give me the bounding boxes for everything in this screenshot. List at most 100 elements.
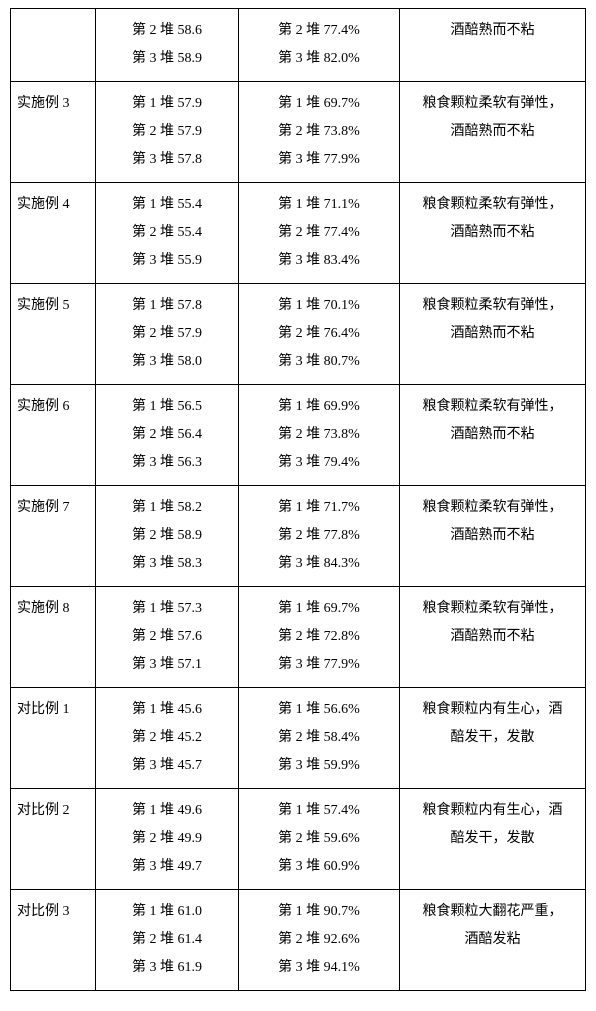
- col-desc: 粮食颗粒柔软有弹性，酒醅熟而不粘: [400, 486, 586, 587]
- col-desc: 粮食颗粒大翻花严重，酒醅发粘: [400, 890, 586, 991]
- cell-line: 第 3 堆 79.4%: [245, 449, 393, 477]
- col-values: 第 1 堆 49.6第 2 堆 49.9第 3 堆 49.7: [96, 789, 239, 890]
- cell-line: 第 3 堆 58.3: [102, 550, 232, 578]
- cell-line: 酒醅熟而不粘: [406, 623, 579, 651]
- cell-line: 粮食颗粒柔软有弹性，: [406, 191, 579, 219]
- col-desc: 酒醅熟而不粘: [400, 9, 586, 82]
- cell-line: 第 3 堆 77.9%: [245, 651, 393, 679]
- cell-line: 第 2 堆 76.4%: [245, 320, 393, 348]
- col-desc: 粮食颗粒柔软有弹性，酒醅熟而不粘: [400, 385, 586, 486]
- cell-line: 第 2 堆 58.4%: [245, 724, 393, 752]
- cell-line: 第 1 堆 57.4%: [245, 797, 393, 825]
- col-percent: 第 1 堆 71.1%第 2 堆 77.4%第 3 堆 83.4%: [239, 183, 400, 284]
- cell-line: 第 3 堆 59.9%: [245, 752, 393, 780]
- cell-line: 第 1 堆 45.6: [102, 696, 232, 724]
- cell-line: 第 2 堆 58.6: [102, 17, 232, 45]
- cell-line: 第 2 堆 55.4: [102, 219, 232, 247]
- cell-line: 第 3 堆 94.1%: [245, 954, 393, 982]
- cell-line: 第 2 堆 58.9: [102, 522, 232, 550]
- col-values: 第 2 堆 58.6第 3 堆 58.9: [96, 9, 239, 82]
- cell-line: 第 3 堆 55.9: [102, 247, 232, 275]
- cell-line: 第 1 堆 70.1%: [245, 292, 393, 320]
- row-label: 实施例 5: [11, 284, 96, 385]
- col-values: 第 1 堆 45.6第 2 堆 45.2第 3 堆 45.7: [96, 688, 239, 789]
- cell-line: 第 3 堆 60.9%: [245, 853, 393, 881]
- cell-line: 第 1 堆 90.7%: [245, 898, 393, 926]
- cell-line: 醅发干，发散: [406, 825, 579, 853]
- row-label: 实施例 7: [11, 486, 96, 587]
- row-label: 对比例 3: [11, 890, 96, 991]
- cell-line: 第 2 堆 56.4: [102, 421, 232, 449]
- cell-line: 粮食颗粒柔软有弹性，: [406, 90, 579, 118]
- cell-line: 第 3 堆 84.3%: [245, 550, 393, 578]
- cell-line: 第 1 堆 57.9: [102, 90, 232, 118]
- col-percent: 第 1 堆 71.7%第 2 堆 77.8%第 3 堆 84.3%: [239, 486, 400, 587]
- cell-line: 第 3 堆 80.7%: [245, 348, 393, 376]
- cell-line: 第 3 堆 45.7: [102, 752, 232, 780]
- row-label: 实施例 3: [11, 82, 96, 183]
- cell-line: 第 1 堆 55.4: [102, 191, 232, 219]
- cell-line: 粮食颗粒柔软有弹性，: [406, 494, 579, 522]
- col-desc: 粮食颗粒柔软有弹性，酒醅熟而不粘: [400, 587, 586, 688]
- cell-line: 第 3 堆 57.1: [102, 651, 232, 679]
- cell-line: 第 3 堆 49.7: [102, 853, 232, 881]
- col-values: 第 1 堆 57.3第 2 堆 57.6第 3 堆 57.1: [96, 587, 239, 688]
- cell-line: 粮食颗粒内有生心，酒: [406, 797, 579, 825]
- cell-line: 酒醅发粘: [406, 926, 579, 954]
- cell-line: 酒醅熟而不粘: [406, 522, 579, 550]
- col-values: 第 1 堆 58.2第 2 堆 58.9第 3 堆 58.3: [96, 486, 239, 587]
- row-label: 实施例 4: [11, 183, 96, 284]
- cell-line: 酒醅熟而不粘: [406, 421, 579, 449]
- col-percent: 第 1 堆 70.1%第 2 堆 76.4%第 3 堆 80.7%: [239, 284, 400, 385]
- cell-line: 第 2 堆 77.8%: [245, 522, 393, 550]
- table-container: 第 2 堆 58.6第 3 堆 58.9第 2 堆 77.4%第 3 堆 82.…: [0, 0, 596, 1011]
- cell-line: 第 2 堆 45.2: [102, 724, 232, 752]
- cell-line: 第 3 堆 58.0: [102, 348, 232, 376]
- table-row: 实施例 5第 1 堆 57.8第 2 堆 57.9第 3 堆 58.0第 1 堆…: [11, 284, 586, 385]
- col-desc: 粮食颗粒柔软有弹性，酒醅熟而不粘: [400, 82, 586, 183]
- cell-line: 第 2 堆 73.8%: [245, 118, 393, 146]
- cell-line: 酒醅熟而不粘: [406, 17, 579, 45]
- row-label: 实施例 6: [11, 385, 96, 486]
- col-percent: 第 1 堆 69.7%第 2 堆 73.8%第 3 堆 77.9%: [239, 82, 400, 183]
- cell-line: 第 1 堆 69.7%: [245, 595, 393, 623]
- table-body: 第 2 堆 58.6第 3 堆 58.9第 2 堆 77.4%第 3 堆 82.…: [11, 9, 586, 991]
- col-values: 第 1 堆 57.8第 2 堆 57.9第 3 堆 58.0: [96, 284, 239, 385]
- cell-line: 第 3 堆 77.9%: [245, 146, 393, 174]
- col-values: 第 1 堆 57.9第 2 堆 57.9第 3 堆 57.8: [96, 82, 239, 183]
- data-table: 第 2 堆 58.6第 3 堆 58.9第 2 堆 77.4%第 3 堆 82.…: [10, 8, 586, 991]
- table-row: 对比例 1第 1 堆 45.6第 2 堆 45.2第 3 堆 45.7第 1 堆…: [11, 688, 586, 789]
- cell-line: 第 3 堆 58.9: [102, 45, 232, 73]
- cell-line: 粮食颗粒柔软有弹性，: [406, 393, 579, 421]
- col-values: 第 1 堆 56.5第 2 堆 56.4第 3 堆 56.3: [96, 385, 239, 486]
- cell-line: 第 1 堆 57.8: [102, 292, 232, 320]
- table-row: 第 2 堆 58.6第 3 堆 58.9第 2 堆 77.4%第 3 堆 82.…: [11, 9, 586, 82]
- row-label: 实施例 8: [11, 587, 96, 688]
- table-row: 对比例 2第 1 堆 49.6第 2 堆 49.9第 3 堆 49.7第 1 堆…: [11, 789, 586, 890]
- cell-line: 第 1 堆 58.2: [102, 494, 232, 522]
- table-row: 实施例 4第 1 堆 55.4第 2 堆 55.4第 3 堆 55.9第 1 堆…: [11, 183, 586, 284]
- cell-line: 第 1 堆 49.6: [102, 797, 232, 825]
- cell-line: 第 2 堆 73.8%: [245, 421, 393, 449]
- col-desc: 粮食颗粒内有生心，酒醅发干，发散: [400, 789, 586, 890]
- col-percent: 第 2 堆 77.4%第 3 堆 82.0%: [239, 9, 400, 82]
- cell-line: 第 2 堆 61.4: [102, 926, 232, 954]
- cell-line: 酒醅熟而不粘: [406, 118, 579, 146]
- cell-line: 第 3 堆 57.8: [102, 146, 232, 174]
- col-desc: 粮食颗粒柔软有弹性，酒醅熟而不粘: [400, 284, 586, 385]
- col-desc: 粮食颗粒内有生心，酒醅发干，发散: [400, 688, 586, 789]
- cell-line: 第 1 堆 61.0: [102, 898, 232, 926]
- cell-line: 粮食颗粒柔软有弹性，: [406, 595, 579, 623]
- cell-line: 第 2 堆 77.4%: [245, 17, 393, 45]
- cell-line: 第 2 堆 57.6: [102, 623, 232, 651]
- cell-line: 第 3 堆 56.3: [102, 449, 232, 477]
- cell-line: 第 3 堆 83.4%: [245, 247, 393, 275]
- cell-line: 第 2 堆 49.9: [102, 825, 232, 853]
- cell-line: 粮食颗粒柔软有弹性，: [406, 292, 579, 320]
- cell-line: 第 1 堆 56.6%: [245, 696, 393, 724]
- col-percent: 第 1 堆 69.9%第 2 堆 73.8%第 3 堆 79.4%: [239, 385, 400, 486]
- cell-line: 第 2 堆 57.9: [102, 320, 232, 348]
- cell-line: 第 3 堆 61.9: [102, 954, 232, 982]
- cell-line: 第 2 堆 57.9: [102, 118, 232, 146]
- cell-line: 第 1 堆 69.7%: [245, 90, 393, 118]
